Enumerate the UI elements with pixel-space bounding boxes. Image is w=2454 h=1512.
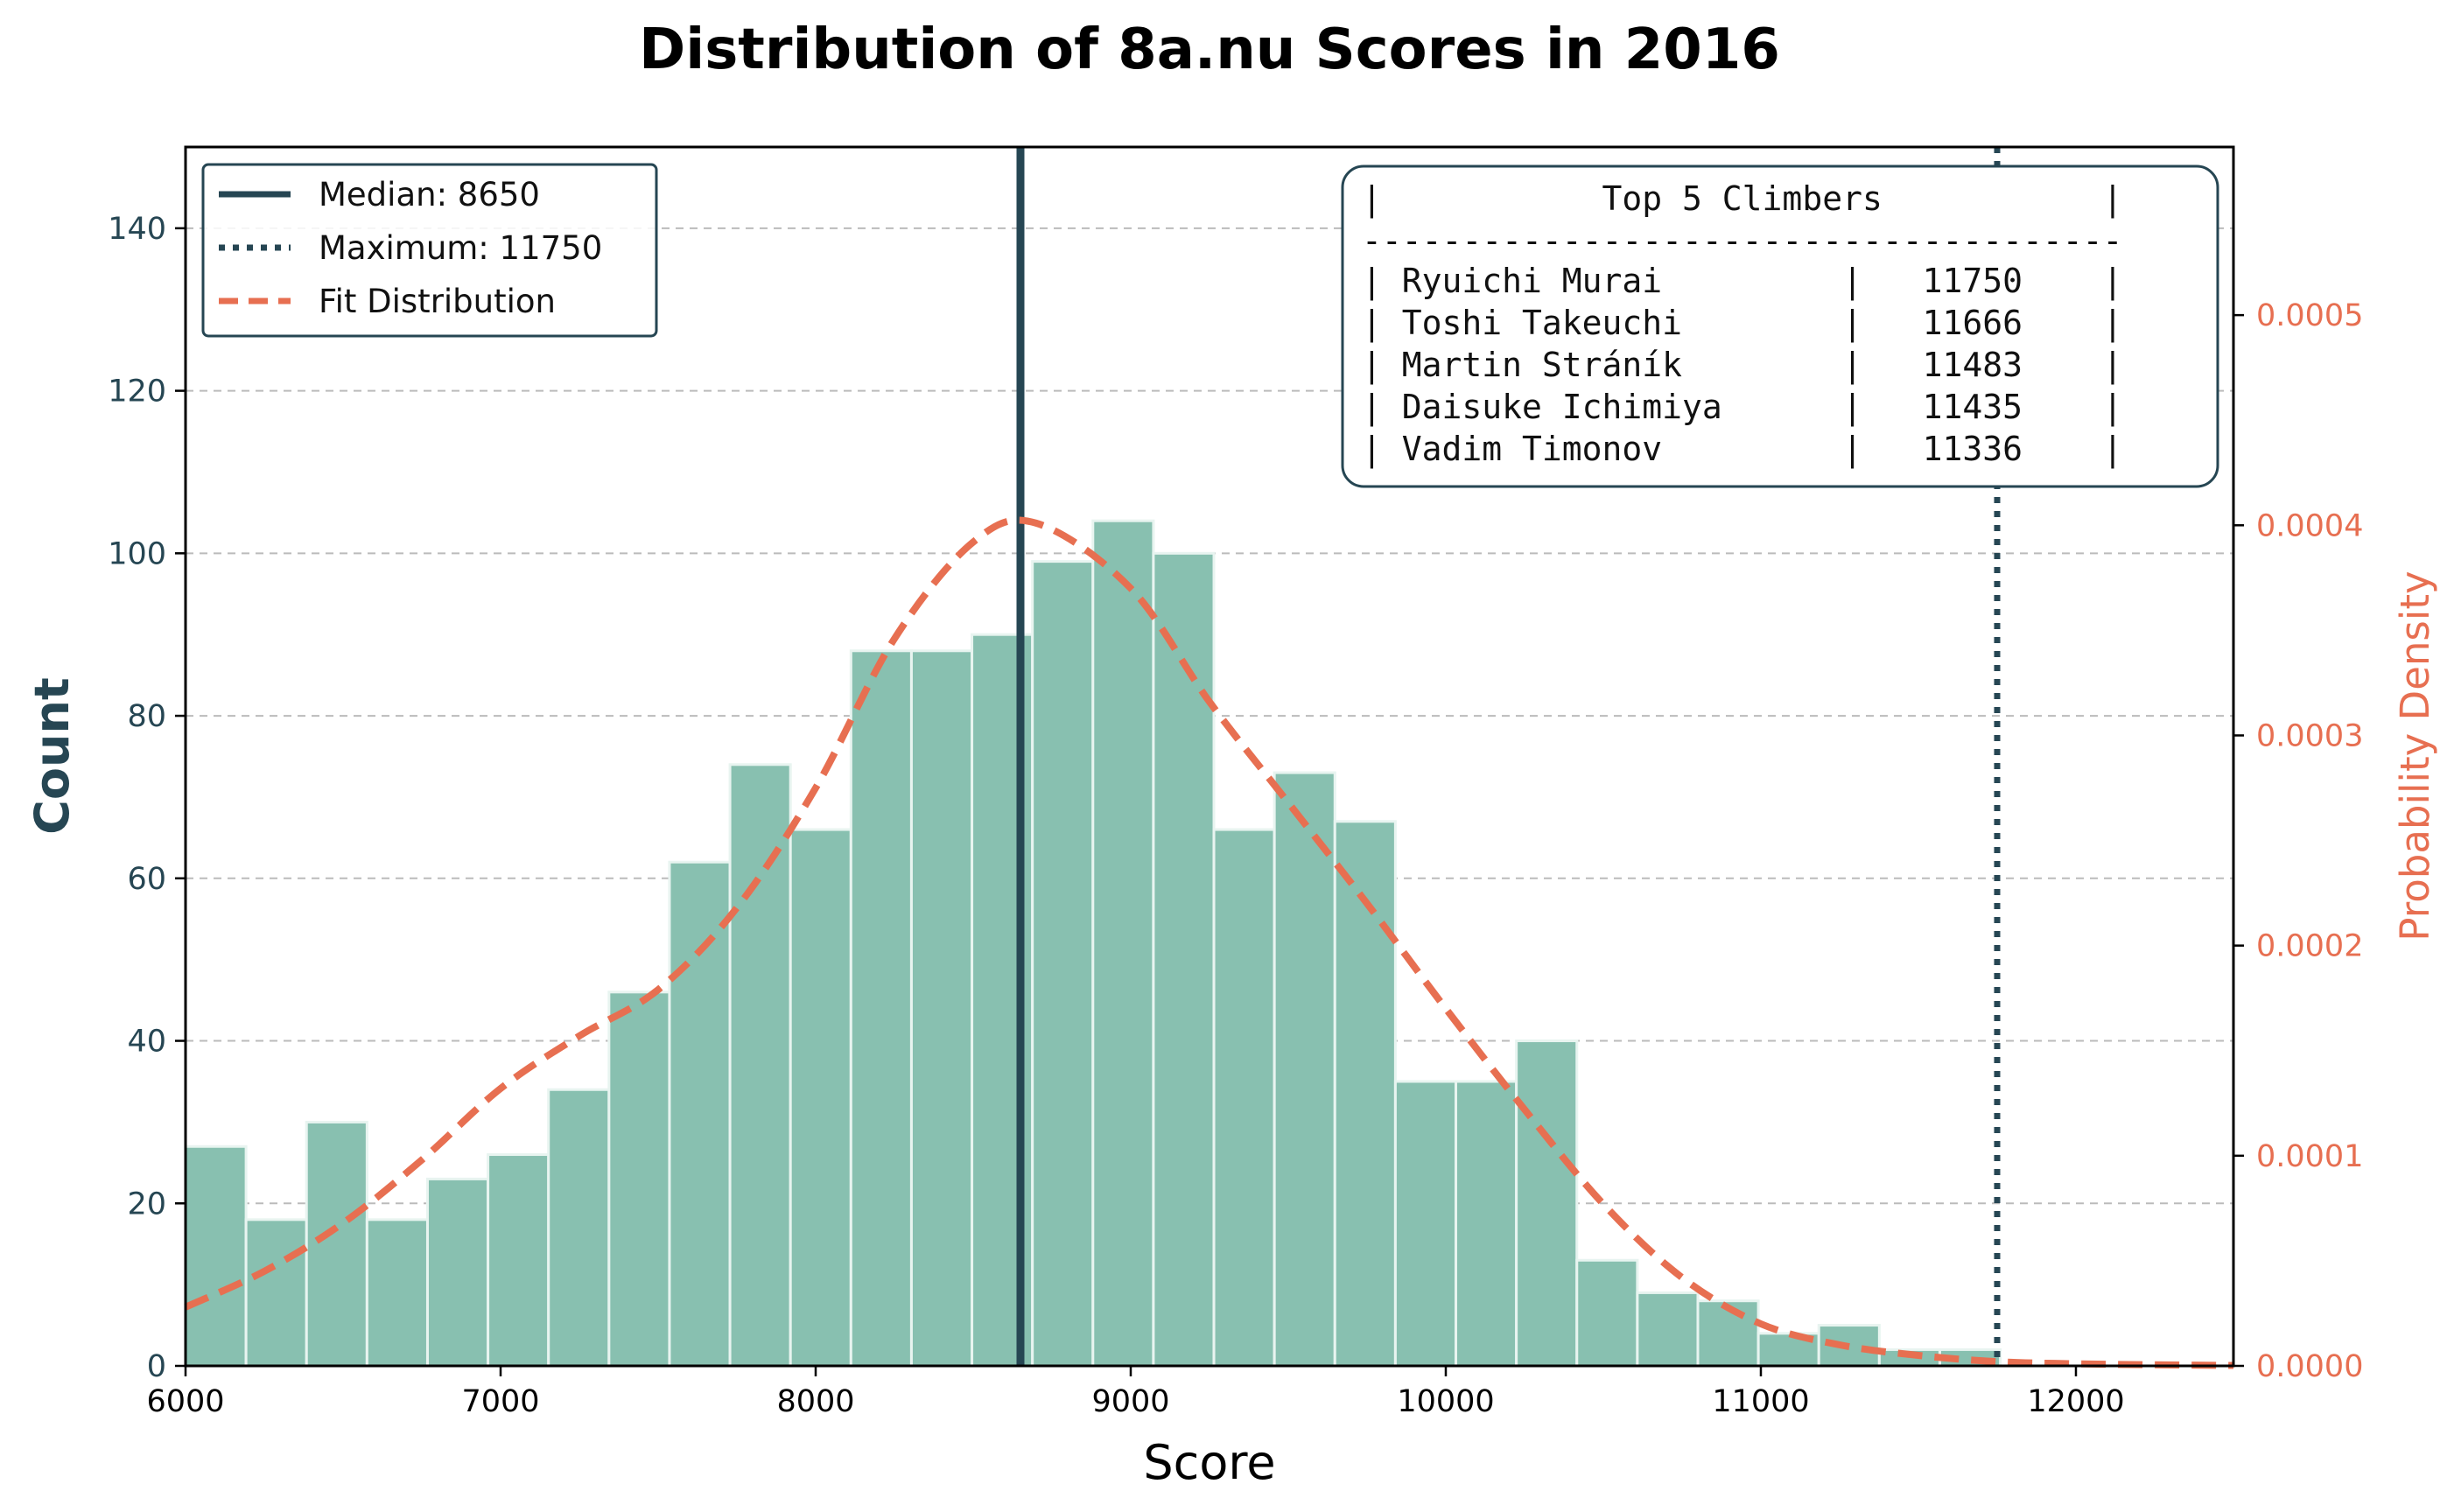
legend-box [201,163,658,338]
y-axis-label: Count [25,677,80,834]
histogram-bar [607,990,671,1368]
histogram-bar [1152,551,1216,1368]
y-tick-label: 20 [127,1186,166,1222]
fit-layer [184,516,2234,1369]
top-climbers-separator: -------------------------------------- [1362,221,2122,260]
y-axis-ticks: 0 20 40 60 80 100 120 140 [108,212,186,1384]
histogram-bar [1273,771,1336,1368]
x-tick-label: 11000 [1712,1384,1809,1419]
legend-max-label: Maximum: 11750 [319,229,602,267]
legend-median-label: Median: 8650 [319,176,540,214]
top-climber-row: | Ryuichi Murai | 11750 | [1362,262,2122,301]
y2-tick-label: 0.0005 [2256,298,2363,333]
top-climbers-box: | Top 5 Climbers | ---------------------… [1341,164,2219,488]
y-tick-label: 120 [108,374,166,410]
y-tick-label: 60 [127,862,166,897]
histogram-bar [1091,519,1155,1368]
y2-tick-label: 0.0000 [2256,1349,2363,1384]
histogram-bar [1031,560,1095,1368]
x-tick-label: 7000 [461,1384,539,1419]
x-axis-label: Score [1143,1435,1275,1490]
x-axis-ticks: 6000 7000 8000 9000 10000 11000 12000 [146,1366,2125,1419]
histogram-bar [1515,1040,1579,1368]
histogram-bar [849,649,913,1368]
histogram-bar [305,1120,368,1368]
histogram-bar [1455,1080,1518,1368]
top-climber-row: | Toshi Takeuchi | 11666 | [1362,304,2122,343]
y2-tick-label: 0.0004 [2256,508,2363,543]
plot-frame [184,145,2235,1368]
histogram-bar [1212,828,1276,1368]
legend: Median: 8650 Maximum: 11750 Fit Distribu… [201,163,658,338]
x-tick-label: 12000 [2027,1384,2124,1419]
y-tick-label: 0 [147,1349,166,1384]
histogram-bar [909,649,974,1368]
y2-axis-ticks: 0.0000 0.0001 0.0002 0.0003 0.0004 0.0005 [2233,298,2363,1384]
histogram-bar [1393,1080,1458,1368]
y2-axis-label: Probability Density [2392,570,2438,941]
histogram-bar [789,828,852,1368]
top-climber-row: | Daisuke Ichimiya | 11435 | [1362,388,2122,427]
histogram-bar [547,1088,611,1368]
y2-tick-label: 0.0002 [2256,929,2363,964]
histogram-bar [244,1218,308,1368]
chart-title: Distribution of 8a.nu Scores in 2016 [639,18,1780,82]
histogram-bar [668,860,732,1368]
x-tick-label: 9000 [1091,1384,1169,1419]
top-climbers-title: | Top 5 Climbers | [1362,179,2122,219]
y2-tick-label: 0.0003 [2256,718,2363,753]
y-tick-label: 80 [127,699,166,734]
histogram-bar [1575,1258,1639,1368]
top-climber-row: | Vadim Timonov | 11336 | [1362,430,2122,469]
top-climber-row: | Martin Stráník | 11483 | [1362,346,2122,385]
histogram-bar [728,763,792,1368]
histogram-bar [1636,1291,1700,1368]
legend-fit-label: Fit Distribution [319,283,556,320]
y-tick-label: 140 [108,212,166,247]
x-tick-label: 6000 [146,1384,224,1419]
x-tick-label: 10000 [1397,1384,1494,1419]
reference-lines-layer [1016,147,2001,1366]
top-climbers-frame [1341,164,2219,488]
histogram-bar [184,1144,248,1368]
y-tick-label: 40 [127,1025,166,1060]
fit-distribution-curve [184,516,2234,1369]
y2-tick-label: 0.0001 [2256,1139,2363,1174]
y-tick-label: 100 [108,536,166,571]
histogram-bar [425,1177,490,1368]
x-tick-label: 8000 [776,1384,854,1419]
histogram-bar [365,1218,429,1368]
bars-layer [184,519,2002,1368]
histogram-bar [487,1153,550,1368]
